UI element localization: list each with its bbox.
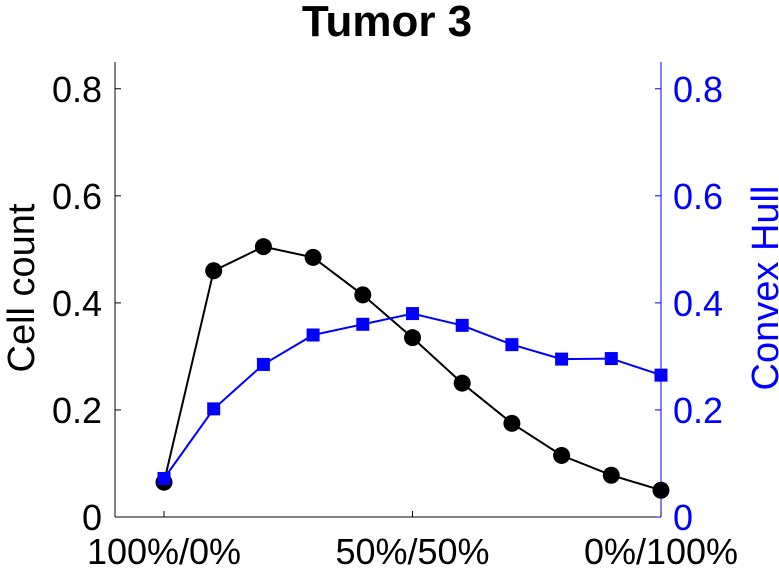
y-tick-label-left: 0: [82, 497, 102, 538]
series-0-point: [304, 248, 322, 266]
y-tick-label-left: 0.4: [52, 283, 102, 324]
y-tick-label-left: 0.2: [52, 390, 102, 431]
chart-title: Tumor 3: [302, 0, 472, 46]
series-1-point: [505, 338, 519, 352]
series-1-point: [654, 368, 668, 382]
y-axis-label-left: Cell count: [1, 203, 43, 372]
y-tick-label-right: 0.2: [673, 390, 723, 431]
y-tick-label-right: 0.8: [673, 69, 723, 110]
series-1-point: [356, 317, 370, 331]
series-1-point: [555, 352, 569, 366]
series-0-point: [205, 262, 223, 280]
series-1-point: [306, 328, 320, 342]
x-tick-label: 0%/100%: [584, 531, 738, 569]
series-0-point: [553, 446, 571, 464]
x-tick-label: 50%/50%: [335, 531, 489, 569]
series-0-point: [503, 414, 521, 432]
axes: [114, 62, 662, 518]
y-tick-label-left: 0.8: [52, 69, 102, 110]
series-1-point: [455, 318, 469, 332]
series-0-point: [404, 329, 421, 347]
series-1-point: [604, 352, 618, 366]
series-0-point: [453, 374, 471, 392]
series-0-point: [652, 481, 670, 499]
y-axis-label-right: Convex Hull: [745, 186, 779, 391]
series-1-point: [406, 307, 419, 321]
series-line-0: [163, 245, 662, 492]
ticks: 0 0 0.2 0.2 0.4 0.4 0.6 0.6 0.8 0.8 100%/0% 50%/50%…: [52, 69, 738, 569]
series-0-point: [254, 238, 272, 256]
series-1-point: [157, 471, 171, 485]
y-tick-label-right: 0.4: [673, 283, 723, 324]
series-0-point: [602, 466, 620, 484]
y-tick-label-left: 0.6: [52, 176, 102, 217]
y-tick-label-right: 0.6: [673, 176, 723, 217]
y-tick-label-right: 0: [673, 497, 693, 538]
series-1-point: [207, 402, 221, 416]
series-1-point: [256, 357, 270, 371]
series-0-point: [354, 286, 372, 304]
x-tick-label: 100%/0%: [87, 531, 241, 569]
series-layer: [155, 238, 670, 499]
